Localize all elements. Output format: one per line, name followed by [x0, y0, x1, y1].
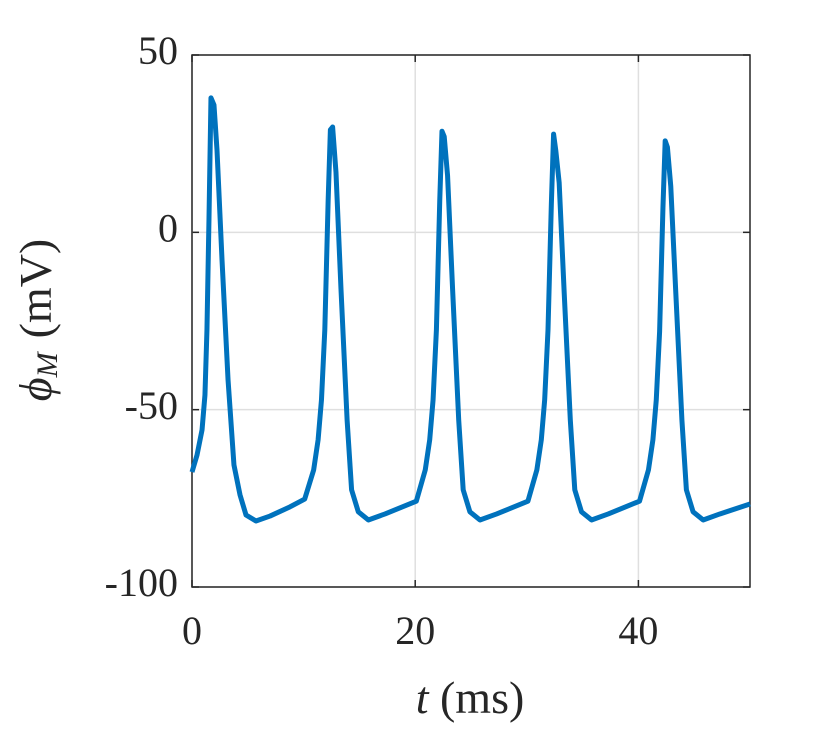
- data-line: [189, 95, 751, 524]
- x-tick-label: 20: [395, 608, 435, 653]
- x-axis-label: t (ms): [416, 672, 525, 723]
- y-tick-label: -50: [125, 383, 178, 428]
- y-tick-label: -100: [105, 560, 178, 605]
- plot-frame: [191, 54, 751, 588]
- x-tick-label: 40: [618, 608, 658, 653]
- y-label-unit: (mV): [10, 239, 61, 339]
- y-label-subscript: M: [31, 350, 64, 378]
- y-tick-label: 50: [138, 28, 178, 73]
- y-tick-label: 0: [158, 206, 178, 251]
- x-tick-label: 0: [182, 608, 202, 653]
- y-axis-label: ϕM (mV): [10, 239, 64, 401]
- x-label-unit: (ms): [440, 672, 524, 723]
- x-label-symbol: t: [416, 672, 430, 723]
- y-label-symbol: ϕ: [10, 377, 61, 401]
